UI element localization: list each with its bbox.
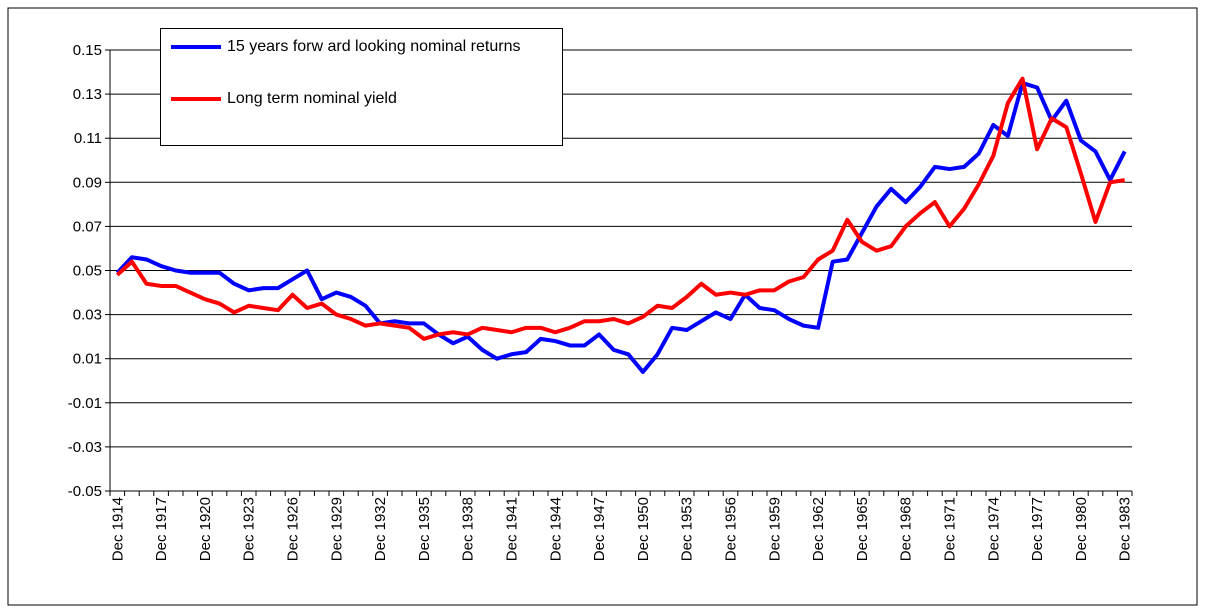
x-tick-label: Dec 1977 [1029,497,1046,561]
series-layer [115,76,1127,374]
x-tick-label: Dec 1971 [942,497,959,561]
y-tick-label: 0.11 [74,130,102,147]
x-tick-label: Dec 1983 [1117,497,1134,561]
x-tick-label: Dec 1941 [504,497,521,561]
legend-label: Long term nominal yield [227,90,397,107]
x-tick-label: Dec 1947 [591,497,608,561]
legend: 15 years forw ard looking nominal return… [160,28,563,146]
y-tick-label: 0.03 [73,307,102,324]
x-tick-label: Dec 1920 [197,497,214,561]
x-tick-label: Dec 1929 [328,497,345,561]
y-tick-label: -0.01 [68,395,102,412]
x-tick-label: Dec 1956 [723,497,740,561]
x-tick-label: Dec 1932 [372,497,389,561]
x-tick-label: Dec 1944 [547,497,564,561]
legend-swatch [171,45,221,49]
chart-border [7,7,1198,606]
labels: -0.05 -0.03 -0.01 0.01 0.03 0.05 0.07 0.09 0.11 0… [68,42,1134,561]
x-tick-label: Dec 1935 [416,497,433,561]
x-tick-label: Dec 1914 [109,497,126,561]
x-tick-label: Dec 1953 [679,497,696,561]
legend-label: 15 years forw ard looking nominal return… [227,38,521,55]
series-line [115,81,1127,374]
series-line [115,76,1125,341]
y-tick-label: 0.05 [73,263,102,280]
y-tick-label: 0.07 [73,218,102,235]
x-tick-label: Dec 1959 [766,497,783,561]
x-tick-label: Dec 1968 [898,497,915,561]
x-tick-label: Dec 1965 [854,497,871,561]
legend-item: 15 years forw ard looking nominal return… [171,37,557,57]
legend-swatch [171,97,221,101]
y-tick-label: -0.05 [68,483,102,500]
x-tick-label: Dec 1938 [460,497,477,561]
y-tick-label: 0.09 [73,174,102,191]
x-tick-label: Dec 1980 [1073,497,1090,561]
x-tick-label: Dec 1950 [635,497,652,561]
y-tick-label: 0.01 [73,351,102,368]
legend-item: Long term nominal yield [171,89,557,109]
y-tick-label: -0.03 [68,439,102,456]
y-tick-label: 0.13 [73,86,102,103]
x-tick-label: Dec 1974 [985,497,1002,561]
x-tick-label: Dec 1962 [810,497,827,561]
y-tick-label: 0.15 [73,42,102,59]
x-tick-label: Dec 1917 [153,497,170,561]
x-tick-label: Dec 1926 [285,497,302,561]
x-tick-label: Dec 1923 [241,497,258,561]
